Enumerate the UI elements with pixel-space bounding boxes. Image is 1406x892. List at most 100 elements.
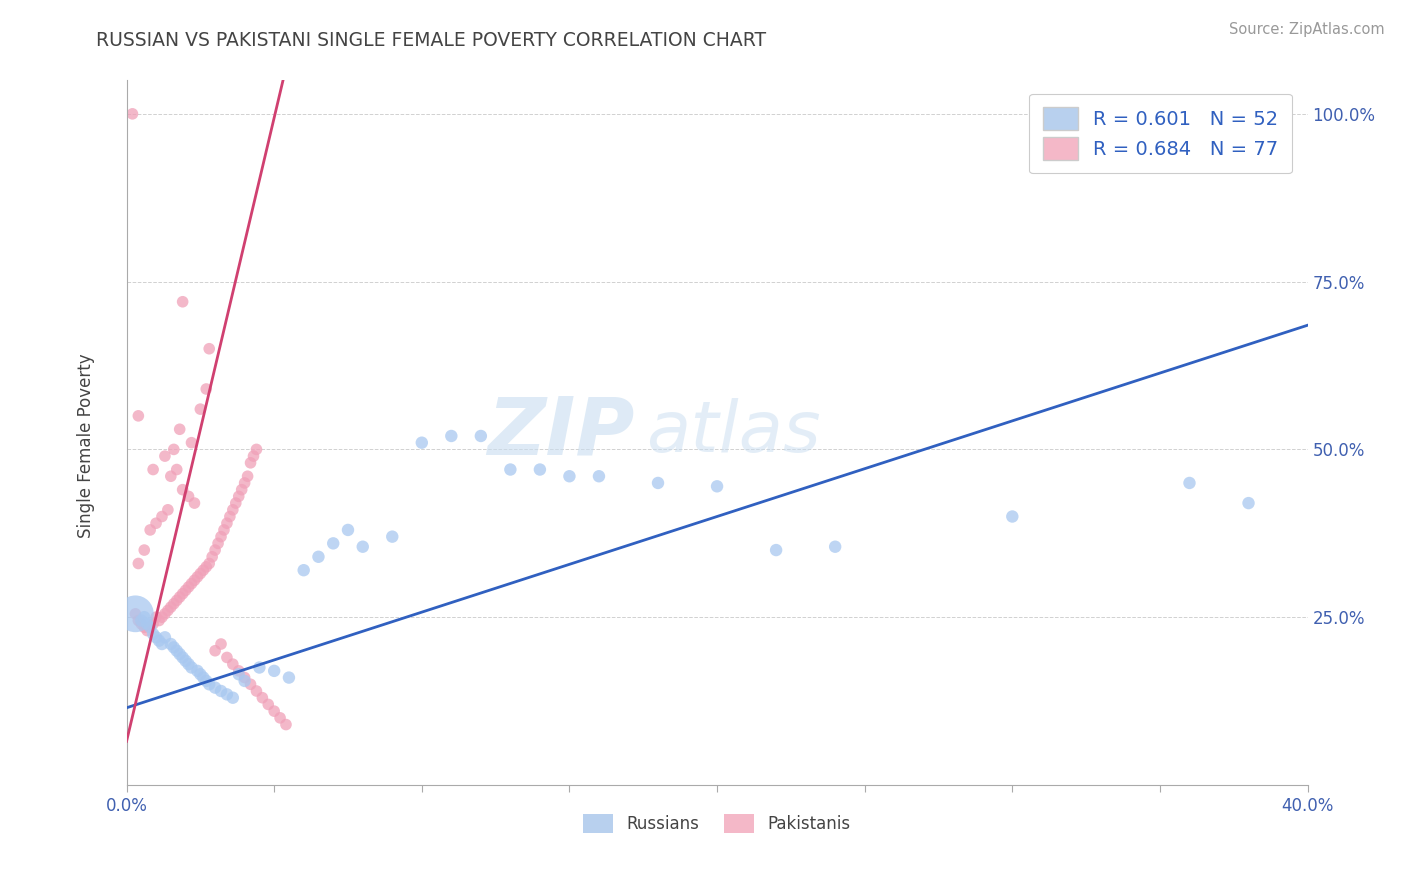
Point (139, 523, 162, 537)
Point (183, 574, 205, 588)
Point (195, 673, 218, 688)
Point (177, 489, 200, 503)
Point (204, 644, 226, 658)
Point (160, 469, 183, 483)
Point (222, 690, 245, 705)
Point (233, 475, 256, 490)
Point (219, 509, 242, 524)
Point (212, 523, 235, 537)
Point (1237, 496, 1260, 510)
Point (142, 616, 165, 631)
Point (765, 543, 787, 558)
Point (195, 559, 218, 574)
Point (195, 382, 218, 396)
Point (231, 483, 253, 497)
Point (1001, 509, 1024, 524)
Point (198, 557, 221, 571)
Point (145, 610, 167, 624)
Point (172, 483, 194, 497)
Point (225, 496, 247, 510)
Point (121, 107, 143, 121)
Legend: Russians, Pakistanis: Russians, Pakistanis (576, 807, 858, 840)
Text: ZIP: ZIP (486, 393, 634, 472)
Point (228, 664, 250, 678)
Point (142, 627, 165, 641)
Point (529, 462, 551, 476)
Point (233, 671, 256, 685)
Point (228, 489, 250, 503)
Point (236, 469, 259, 483)
Point (177, 580, 200, 594)
Point (249, 660, 271, 674)
Point (239, 677, 262, 691)
Point (252, 690, 274, 705)
Point (193, 671, 215, 685)
Point (169, 590, 191, 604)
Point (209, 530, 232, 544)
Point (245, 684, 267, 698)
Text: RUSSIAN VS PAKISTANI SINGLE FEMALE POVERTY CORRELATION CHART: RUSSIAN VS PAKISTANI SINGLE FEMALE POVER… (96, 31, 766, 50)
Point (215, 650, 238, 665)
Point (308, 549, 330, 564)
Point (233, 673, 256, 688)
Point (322, 536, 344, 550)
Point (1178, 475, 1201, 490)
Point (222, 657, 245, 672)
Point (169, 647, 191, 661)
Point (193, 563, 215, 577)
Point (166, 593, 188, 607)
Text: Single Female Poverty: Single Female Poverty (77, 354, 96, 538)
Point (153, 630, 176, 644)
Point (127, 557, 149, 571)
Point (411, 435, 433, 450)
Point (172, 650, 194, 665)
Point (440, 429, 463, 443)
Point (145, 516, 167, 531)
Point (647, 475, 669, 490)
Point (201, 549, 224, 564)
Point (174, 654, 197, 668)
Point (142, 462, 165, 476)
Point (183, 496, 205, 510)
Point (207, 536, 229, 550)
Point (145, 630, 167, 644)
Point (198, 677, 221, 691)
Point (172, 294, 194, 309)
Point (180, 660, 202, 674)
Point (169, 422, 191, 436)
Point (134, 620, 156, 634)
Point (148, 633, 170, 648)
Point (136, 616, 159, 631)
Point (186, 664, 208, 678)
Point (124, 607, 146, 621)
Point (139, 620, 162, 634)
Point (263, 704, 285, 718)
Point (172, 587, 194, 601)
Point (124, 607, 146, 621)
Point (269, 711, 291, 725)
Point (134, 610, 156, 624)
Point (127, 409, 149, 423)
Point (215, 687, 238, 701)
Point (209, 637, 232, 651)
Point (129, 614, 153, 628)
Point (292, 563, 315, 577)
Point (156, 603, 179, 617)
Point (150, 637, 173, 651)
Point (129, 616, 153, 631)
Point (148, 614, 170, 628)
Point (257, 698, 280, 712)
Point (153, 607, 176, 621)
Point (209, 684, 232, 698)
Point (198, 342, 221, 356)
Point (188, 566, 212, 581)
Point (352, 540, 374, 554)
Point (180, 435, 202, 450)
Point (222, 503, 245, 517)
Point (204, 543, 226, 558)
Point (706, 479, 728, 493)
Point (239, 456, 262, 470)
Point (824, 540, 846, 554)
Point (499, 462, 522, 476)
Point (278, 671, 301, 685)
